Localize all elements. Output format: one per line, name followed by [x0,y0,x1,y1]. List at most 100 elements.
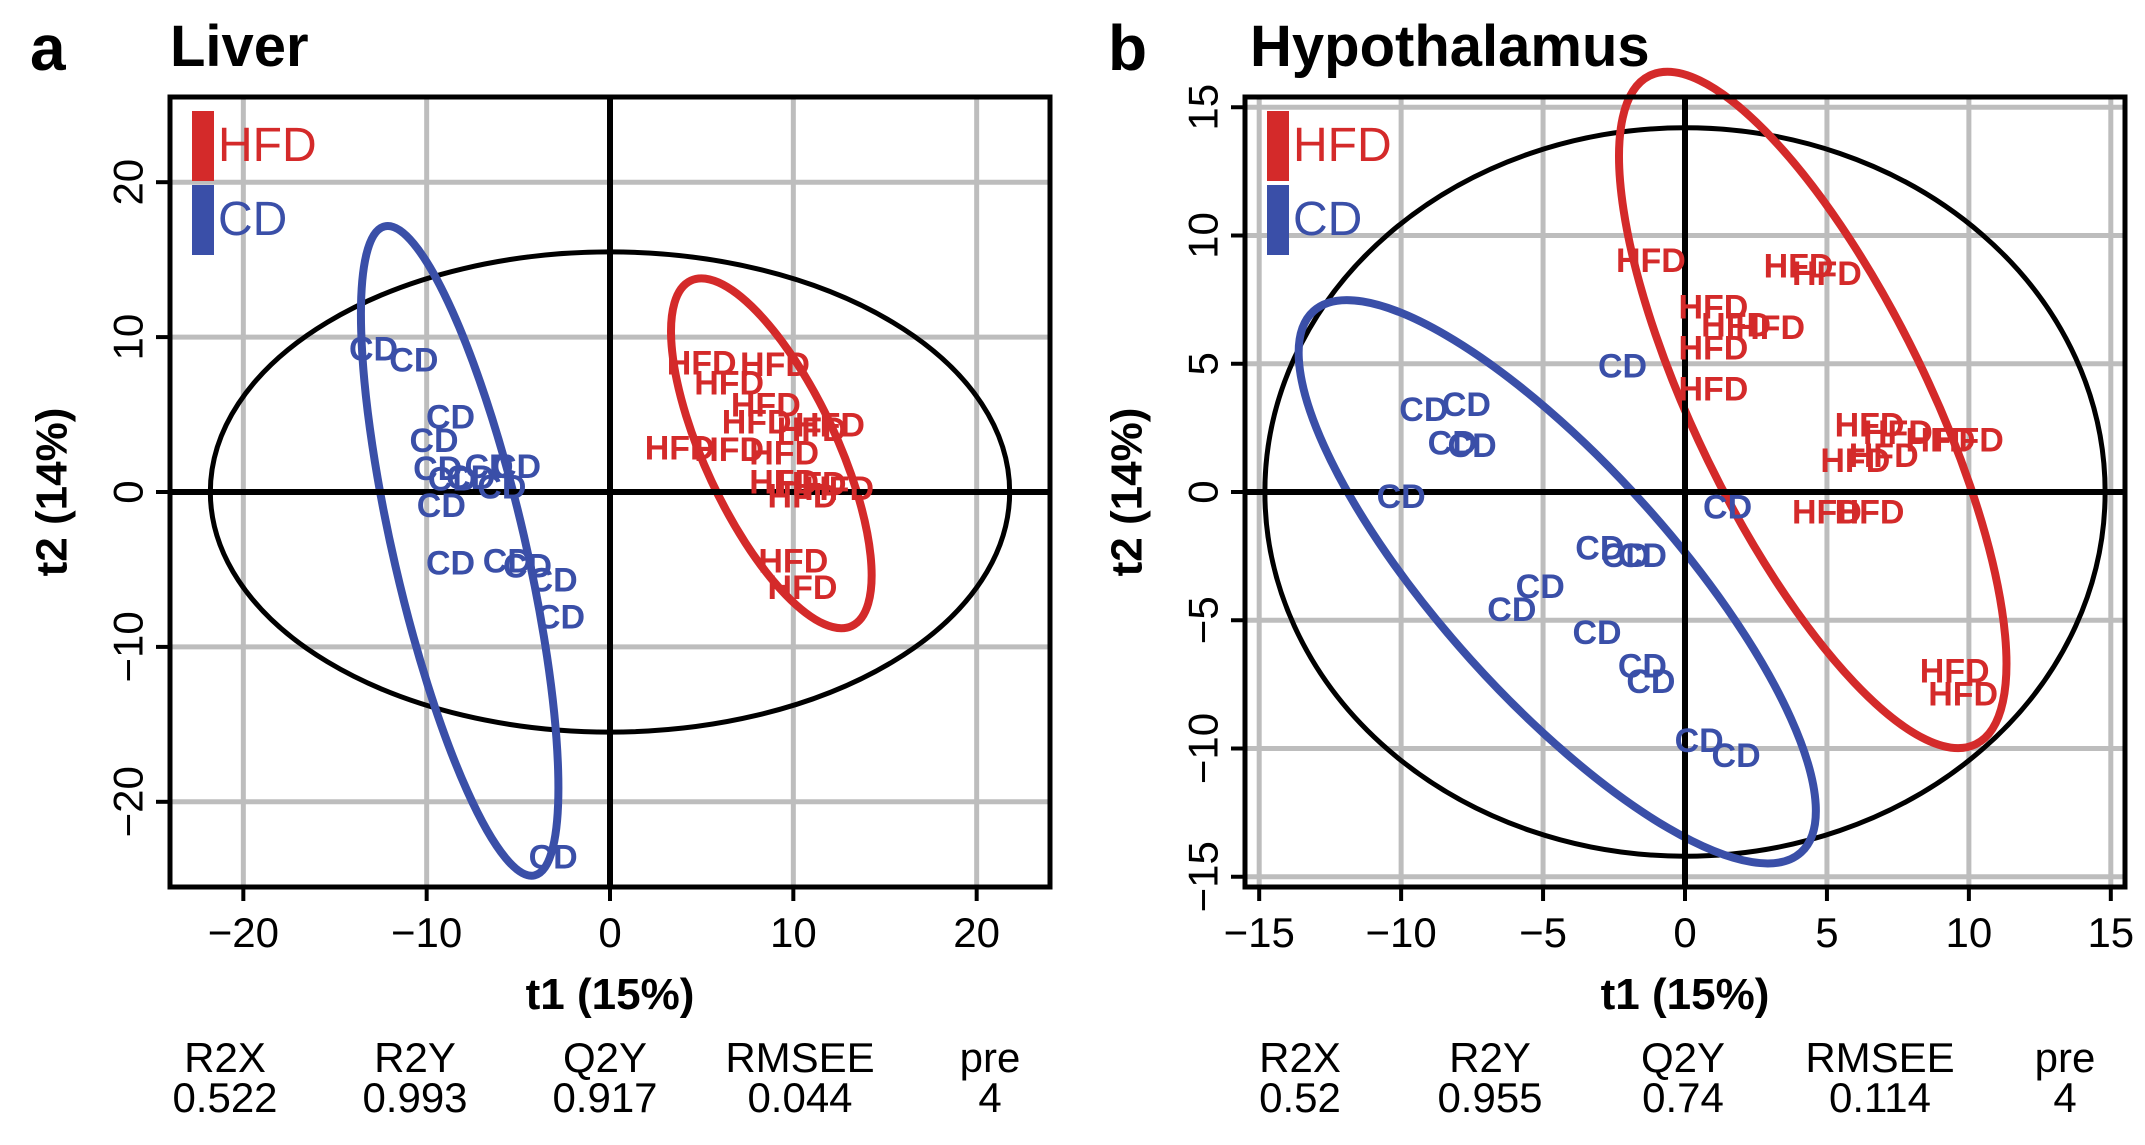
point-label-hfd: HFD [1835,494,1905,532]
point-label-hfd: HFD [795,406,865,444]
y-tick-label: 10 [1180,212,1227,259]
stat-value-q2y: 0.917 [552,1074,657,1121]
point-label-hfd: HFD [768,478,838,516]
point-label-cd: CD [426,544,475,582]
model-stats: R2X R2Y Q2Y RMSEE pre 0.522 0.993 0.917 … [172,1034,1020,1121]
point-label-cd: CD [1442,386,1491,424]
x-tick-label: 15 [2087,909,2134,956]
panel-letter-a: a [30,12,66,84]
point-label-cd: CD [1618,647,1667,685]
confidence-ellipse-cd [356,222,563,880]
point-label-cd: CD [536,598,585,636]
stat-header-r2y: R2Y [1449,1034,1531,1081]
point-label-cd: CD [1516,568,1565,606]
point-label-cd: CD [1399,391,1448,429]
point-label-cd: CD [1428,424,1477,462]
point-label-cd: CD [409,422,458,460]
x-axis-label: t1 (15%) [1601,970,1770,1019]
stat-header-q2y: Q2Y [563,1034,647,1081]
confidence-ellipse-hfd [667,274,876,633]
point-label-hfd: HFD [722,403,792,441]
x-tick-label: −20 [208,909,279,956]
panel-a-liver: a Liver HFD HFDHFDHFDHFDHFDHFDHFDHFDHFDHF… [28,12,1053,1121]
legend-swatch-cd [1267,185,1289,255]
x-tick-label: −5 [1519,909,1567,956]
point-label-hfd: HFD [1849,437,1919,475]
point-label-hfd: HFD [758,543,828,581]
legend-label-hfd: HFD [1293,119,1392,172]
point-label-hfd: HFD [645,430,715,468]
y-tick-label: −10 [1180,713,1227,784]
stat-header-r2x: R2X [1259,1034,1341,1081]
point-label-cd: CD [1626,663,1675,701]
x-tick-label: −10 [391,909,462,956]
zero-lines [1245,97,2125,887]
point-label-cd: CD [446,459,495,497]
point-label-hfd: HFD [777,465,847,503]
stat-header-r2y: R2Y [374,1034,456,1081]
point-label-cd: CD [413,450,462,488]
y-axis-label: t2 (14%) [1103,408,1152,577]
x-tick-label: 0 [598,909,621,956]
point-label-cd: CD [426,399,475,437]
point-label-cd: CD [1575,529,1624,567]
x-tick-label: 10 [1946,909,1993,956]
point-label-cd: CD [1618,537,1667,575]
point-label-cd: CD [1703,488,1752,526]
axis-ticks: −15 −10 −5 0 5 10 15 −15 −10 −5 0 5 10 15 [1180,84,2135,956]
x-tick-label: −10 [1366,909,1437,956]
point-label-hfd: HFD [768,569,838,607]
point-label-cd: CD [1448,427,1497,465]
stat-value-q2y: 0.74 [1642,1074,1724,1121]
point-label-hfd: HFD [1792,494,1862,532]
point-label-hfd: HFD [804,470,874,508]
x-axis-label: t1 (15%) [526,970,695,1019]
y-tick-label: 15 [1180,84,1227,131]
y-tick-label: −5 [1180,596,1227,644]
legend-swatch-hfd [1267,111,1289,181]
panel-letter-b: b [1108,12,1147,84]
point-label-hfd: HFD [667,344,737,382]
legend-label-cd: CD [218,193,287,246]
point-label-hfd: HFD [1616,242,1686,280]
stat-header-rmsee: RMSEE [725,1034,874,1081]
y-tick-label: 10 [105,314,152,361]
stat-header-r2x: R2X [184,1034,266,1081]
score-points: HFD HFDHFDHFDHFDHFDHFDHFDHFDHFDHFDHFDHFDH… [349,330,874,876]
stat-value-r2y: 0.993 [362,1074,467,1121]
point-label-cd: CD [417,487,466,525]
point-label-hfd: HFD [694,365,764,403]
point-label-cd: CD [1572,614,1621,652]
point-label-cd: CD [483,543,532,581]
point-label-cd: CD [1675,722,1724,760]
point-label-hfd: HFD [1735,309,1805,347]
point-label-hfd: HFD [740,346,810,384]
point-label-hfd: HFD [1928,676,1998,714]
point-label-hfd: HFD [1835,406,1905,444]
axis-ticks: −20 −10 0 10 20 −20 −10 0 10 20 [105,159,1001,956]
panel-title-liver: Liver [170,14,309,79]
y-tick-label: 20 [105,159,152,206]
stat-header-pre: pre [2035,1034,2096,1081]
point-label-hfd: HFD [1920,653,1990,691]
zero-lines [170,97,1050,887]
x-tick-label: 5 [1815,909,1838,956]
point-label-hfd: HFD [1701,306,1771,344]
point-label-cd: CD [477,468,526,506]
stat-value-rmsee: 0.044 [747,1074,852,1121]
point-label-cd: CD [1487,591,1536,629]
x-tick-label: 10 [770,909,817,956]
point-label-hfd: HFD [731,386,801,424]
stat-value-pre: 4 [978,1074,1001,1121]
y-tick-label: −10 [105,611,152,682]
point-label-cd: CD [349,330,398,368]
y-tick-label: 0 [105,480,152,503]
x-tick-label: −15 [1224,909,1295,956]
legend: HFD CD [192,111,317,255]
point-label-hfd: HFD [1863,414,1933,452]
x-tick-label: 0 [1673,909,1696,956]
point-label-hfd: HFD [1678,329,1748,367]
panel-title-hypothalamus: Hypothalamus [1250,14,1650,79]
panel-b-hypothalamus: b Hypothalamus HFD HFDHFDHFDHFDHFDHFDHFDH… [1103,12,2135,1121]
y-tick-label: 5 [1180,352,1227,375]
